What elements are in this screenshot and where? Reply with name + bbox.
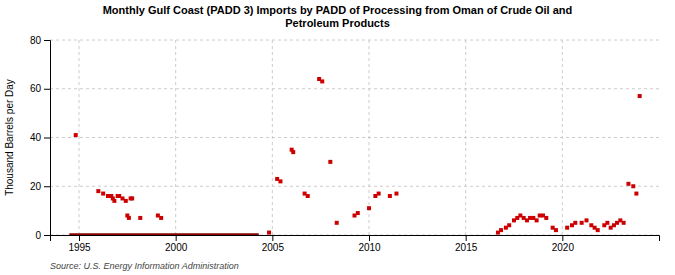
x-tick-label: 2010 (358, 242, 381, 253)
grid (50, 40, 659, 235)
y-tick-label: 0 (35, 230, 41, 241)
scatter-point (394, 192, 398, 196)
y-tick: 40 (30, 132, 50, 143)
plot-area (69, 77, 641, 235)
scatter-point (367, 206, 371, 210)
x-tick-label: 1995 (68, 242, 91, 253)
x-tick: 2000 (165, 235, 188, 253)
scatter-point (356, 211, 360, 215)
y-axis-label: Thousand Barrels per Day (4, 79, 15, 196)
y-tick-mark (44, 40, 50, 41)
y-tick-label: 20 (30, 181, 42, 192)
scatter-point (278, 179, 282, 183)
y-tick-mark (44, 186, 50, 187)
x-tick: 2015 (455, 235, 478, 253)
x-tick-mark (466, 235, 467, 241)
x-grid-line (79, 40, 80, 235)
x-tick-label: 2000 (165, 242, 188, 253)
scatter-point (626, 182, 630, 186)
scatter-point (96, 189, 100, 193)
scatter-point (130, 196, 134, 200)
x-tick-label: 2015 (455, 242, 478, 253)
x-tick-mark (272, 235, 273, 241)
scatter-point (267, 231, 271, 235)
scatter-point (335, 221, 339, 225)
line (69, 233, 258, 235)
x-tick: 2020 (552, 235, 575, 253)
y-tick-mark (44, 89, 50, 90)
x-tick-label: 2020 (552, 242, 575, 253)
scatter-point (291, 150, 295, 154)
scatter-point (631, 184, 635, 188)
y-axis-line (44, 41, 51, 236)
scatter-point (499, 228, 503, 232)
y-tick: 60 (30, 83, 50, 94)
y-tick-label: 80 (30, 35, 42, 46)
y-grid-line (50, 186, 659, 187)
x-axis: 1995 2000 2005 2010 2015 2020 (51, 235, 660, 253)
y-tick: 0 (35, 230, 50, 241)
scatter-point (127, 216, 131, 220)
y-tick-label: 40 (30, 132, 42, 143)
scatter-point (544, 216, 548, 220)
scatter-point (596, 228, 600, 232)
title: Monthly Gulf Coast (PADD 3) Imports by P… (103, 4, 573, 29)
scatter-point (573, 221, 577, 225)
x-grid-line (465, 40, 466, 235)
y-grid-line (50, 88, 659, 89)
scatter-point (622, 221, 626, 225)
scatter-point (320, 79, 324, 83)
chart-container: 1995 2000 2005 2010 2015 2020 0 20 40 60 80 Monthly… (0, 0, 675, 275)
x-tick-label: 2005 (262, 242, 285, 253)
y-tick: 20 (30, 181, 50, 192)
x-tick-mark (176, 235, 177, 241)
scatter-point (74, 133, 78, 137)
scatter-point (638, 94, 642, 98)
scatter-point (605, 221, 609, 225)
title-line: Monthly Gulf Coast (PADD 3) Imports by P… (103, 4, 573, 16)
scatter-point (634, 192, 638, 196)
chart-svg: 1995 2000 2005 2010 2015 2020 0 20 40 60 80 Monthly… (0, 0, 675, 275)
y-tick: 80 (30, 35, 50, 46)
scatter-series (74, 77, 642, 235)
x-grid-line (272, 40, 273, 235)
x-tick-mark (369, 235, 370, 241)
scatter-point (124, 199, 128, 203)
scatter-point (328, 160, 332, 164)
scatter-point (565, 226, 569, 230)
source-note: Source: U.S. Energy Information Administ… (50, 261, 239, 271)
x-tick: 2005 (262, 235, 285, 253)
x-tick: 1995 (68, 235, 91, 253)
y-grid-line (50, 40, 659, 41)
title-line: Petroleum Products (285, 17, 390, 29)
scatter-point (306, 194, 310, 198)
scatter-point (554, 228, 558, 232)
y-axis: 0 20 40 60 80 (30, 35, 51, 241)
scatter-point (580, 221, 584, 225)
scatter-point (112, 199, 116, 203)
scatter-point (138, 216, 142, 220)
y-tick-mark (44, 235, 50, 236)
scatter-point (159, 216, 163, 220)
x-grid-line (369, 40, 370, 235)
x-tick-mark (562, 235, 563, 241)
scatter-point (535, 218, 539, 222)
y-tick-label: 60 (30, 83, 42, 94)
y-grid-line (50, 137, 659, 138)
x-tick-mark (79, 235, 80, 241)
scatter-point (585, 218, 589, 222)
scatter-point (388, 194, 392, 198)
x-grid-line (175, 40, 176, 235)
y-tick-mark (44, 138, 50, 139)
scatter-point (507, 223, 511, 227)
x-grid-line (562, 40, 563, 235)
scatter-point (377, 192, 381, 196)
x-tick: 2010 (358, 235, 381, 253)
x-axis-line (51, 236, 660, 242)
scatter-point (101, 192, 105, 196)
